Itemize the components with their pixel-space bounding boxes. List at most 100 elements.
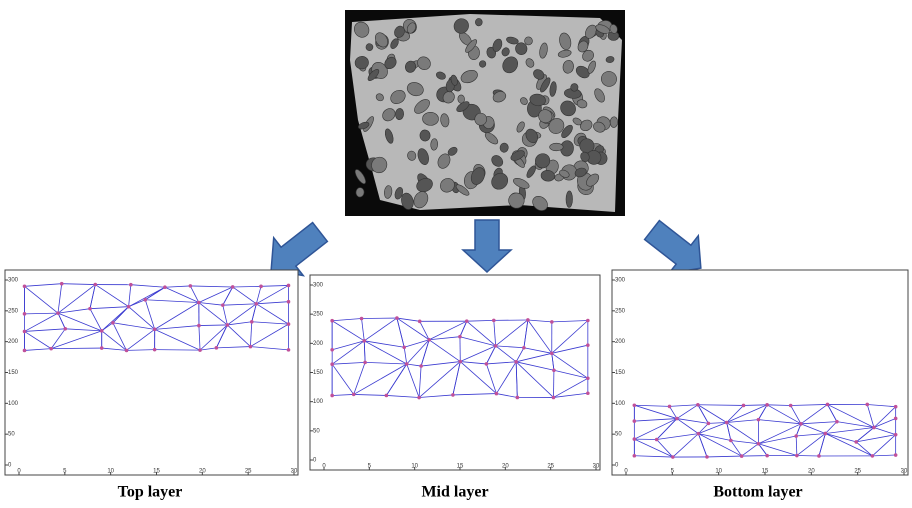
mesh-node <box>633 437 637 441</box>
mesh-node <box>23 312 27 316</box>
mesh-node <box>93 283 97 287</box>
mesh-node <box>163 285 167 289</box>
mesh-node <box>894 417 898 421</box>
y-tick-label: 50 <box>615 432 622 438</box>
mesh-node <box>231 285 235 289</box>
mesh-node <box>100 346 104 350</box>
mesh-edge <box>51 348 102 349</box>
mesh-node <box>495 392 499 396</box>
mesh-node <box>494 344 498 348</box>
mesh-node <box>49 347 53 351</box>
mesh-node <box>451 393 455 397</box>
y-tick-label: 100 <box>8 401 19 407</box>
mesh-node <box>198 348 202 352</box>
mesh-node <box>633 454 637 458</box>
mesh-node <box>189 284 193 288</box>
mesh-node <box>125 349 129 353</box>
mesh-node <box>668 405 672 409</box>
cell <box>550 143 564 151</box>
mesh-node <box>287 322 291 326</box>
mesh-node <box>385 394 389 398</box>
y-tick-label: 150 <box>8 370 19 376</box>
y-tick-label: 200 <box>615 339 626 345</box>
mesh-node <box>552 396 556 400</box>
mesh-node <box>757 442 761 446</box>
y-tick-label: 200 <box>313 341 324 347</box>
mesh-node <box>725 421 729 425</box>
cell <box>366 44 373 51</box>
mesh-node <box>330 319 334 323</box>
mesh-node <box>143 298 147 302</box>
panel-caption: Bottom layer <box>713 484 802 501</box>
mesh-node <box>363 361 367 365</box>
mesh-node <box>824 432 828 436</box>
y-tick-label: 250 <box>8 308 19 314</box>
mesh-node <box>255 302 259 306</box>
cell <box>422 112 438 126</box>
y-tick-label: 50 <box>8 432 15 438</box>
mesh-node <box>458 335 462 339</box>
cell <box>566 191 573 208</box>
mesh-node <box>655 438 659 442</box>
mesh-node <box>586 319 590 323</box>
y-tick-label: 250 <box>313 312 324 318</box>
mesh-node <box>835 420 839 424</box>
mesh-node <box>362 339 366 343</box>
mesh-node <box>197 324 201 328</box>
mesh-node <box>705 455 709 459</box>
y-tick-label: 100 <box>615 401 626 407</box>
mesh-node <box>465 319 469 323</box>
mesh-node <box>697 432 701 436</box>
mesh-node <box>871 454 875 458</box>
mesh-node <box>789 404 793 408</box>
mesh-node <box>395 316 399 320</box>
mesh-node <box>492 319 496 323</box>
mesh-node <box>586 376 590 380</box>
mesh-node <box>633 403 637 407</box>
mesh-node <box>23 349 27 353</box>
mesh-node <box>757 418 761 422</box>
mesh-node <box>129 283 133 287</box>
mesh-node <box>249 345 253 349</box>
mesh-node <box>259 285 263 289</box>
mesh-node <box>516 396 520 400</box>
mesh-node <box>23 284 27 288</box>
mesh-node <box>865 403 869 407</box>
mesh-node <box>330 394 334 398</box>
cell <box>475 113 487 125</box>
mesh-node <box>405 362 409 366</box>
mesh-node <box>250 320 254 324</box>
mesh-node <box>88 307 92 311</box>
panel-caption: Top layer <box>118 484 183 501</box>
y-tick-label: 300 <box>313 283 324 289</box>
y-tick-label: 300 <box>8 278 19 284</box>
cell <box>570 83 578 92</box>
mesh-node <box>817 454 821 458</box>
mesh-node <box>360 317 364 321</box>
cell <box>610 117 618 128</box>
microscopy-image <box>345 10 625 216</box>
mesh-node <box>552 368 556 372</box>
mesh-node <box>526 318 530 322</box>
y-tick-label: 100 <box>313 399 324 405</box>
figure: 050100150200250300051015202530Top layer0… <box>0 0 912 503</box>
mesh-node <box>707 422 711 426</box>
mesh-node <box>799 422 803 426</box>
panel-frame <box>5 270 298 475</box>
mesh-node <box>633 419 637 423</box>
mesh-node <box>765 454 769 458</box>
mesh-node <box>550 320 554 324</box>
mesh-node <box>675 417 679 421</box>
mesh-node <box>100 329 104 333</box>
mesh-node <box>427 338 431 342</box>
mesh-node <box>418 320 422 324</box>
mesh-node <box>287 348 291 352</box>
panel-frame <box>310 275 600 470</box>
mesh-node <box>127 305 131 309</box>
mesh-node <box>352 393 356 397</box>
mesh-node <box>765 403 769 407</box>
mesh-node <box>742 404 746 408</box>
mesh-node <box>458 360 462 364</box>
